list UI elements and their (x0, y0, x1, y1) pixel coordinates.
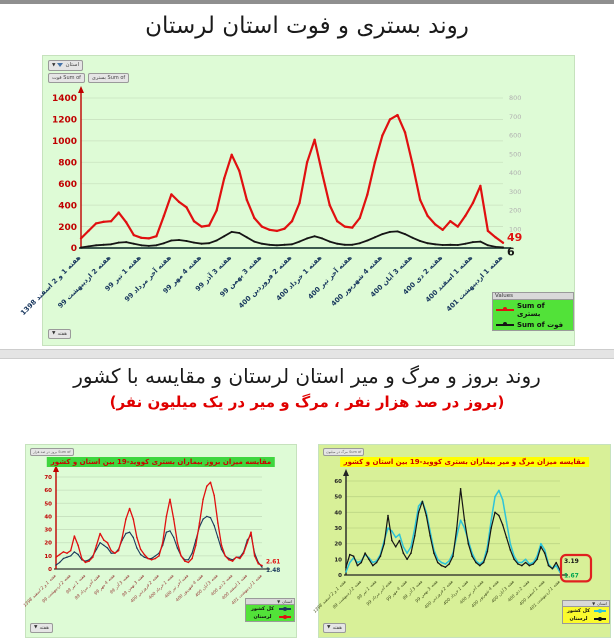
svg-text:1.48: 1.48 (266, 568, 280, 574)
svg-text:800: 800 (509, 94, 521, 102)
svg-text:10: 10 (44, 554, 52, 560)
svg-text:هفته 2 اردیبهشت 99: هفته 2 اردیبهشت 99 (56, 254, 112, 310)
svg-text:200: 200 (509, 207, 521, 215)
svg-text:1000: 1000 (52, 137, 77, 147)
svg-text:50: 50 (334, 495, 342, 501)
comparison-title: روند بروز و مرگ و میر استان لرستان و مقا… (73, 364, 541, 388)
hospitalization-deaths-chart-panel: 0 200 400 600 800 1000 1200 1400 100 200 300 400 500… (19, 55, 575, 346)
week-field-button[interactable]: هفته ▼ (323, 623, 346, 633)
svg-text:هفته 2 فروردین 400: هفته 2 فروردین 400 (237, 254, 293, 310)
chevron-down-icon: ▼ (52, 62, 56, 68)
svg-text:هفته 1 اسفند 400: هفته 1 اسفند 400 (221, 573, 250, 602)
svg-text:30: 30 (334, 526, 342, 532)
svg-text:300: 300 (509, 188, 521, 196)
incidence-chart-title: مقایسه میزان بروز بیماران بستری کووید-19… (46, 457, 276, 467)
svg-text:1400: 1400 (52, 94, 77, 104)
svg-text:40: 40 (334, 510, 342, 516)
svg-text:60: 60 (44, 488, 52, 494)
svg-text:49: 49 (507, 231, 522, 244)
svg-text:600: 600 (58, 180, 77, 190)
black-line-marker-icon (496, 322, 514, 326)
svg-text:10: 10 (334, 557, 342, 563)
svg-text:هفته 1 خرداد 400: هفته 1 خرداد 400 (147, 573, 175, 601)
svg-text:1.67: 1.67 (564, 572, 579, 579)
svg-text:0: 0 (48, 567, 52, 573)
page-title: روند بستری و فوت استان لرستان (145, 13, 469, 39)
incidence-legend-header: استان ▼ (246, 599, 294, 605)
legend-item-lorestan: لرستان (563, 615, 609, 623)
legend-item-lorestan: لرستان (246, 613, 294, 621)
svg-text:60: 60 (334, 479, 342, 485)
svg-text:هفته آخر مرداد 99: هفته آخر مرداد 99 (365, 578, 394, 607)
chevron-down-icon: ▼ (52, 331, 56, 337)
navy-line-marker-icon (279, 606, 291, 611)
mortality-chart-title: مقایسه میزان مرگ و میر بیماران بستری کوو… (339, 457, 590, 467)
svg-text:100: 100 (509, 225, 521, 233)
incidence-comparison-chart-panel: 0 10 20 30 40 50 60 70 هفته 1 و 2 اسفند 1398 هفته… (22, 444, 297, 638)
week-field-button[interactable]: هفته ▼ (30, 623, 53, 633)
svg-text:هفته 1 و 2 اسفند 1398: هفته 1 و 2 اسفند 1398 (19, 254, 83, 318)
svg-text:0: 0 (71, 244, 77, 254)
svg-text:40: 40 (44, 514, 52, 520)
province-filter-label: استان (65, 62, 79, 68)
province-filter-button[interactable]: استان ▼ (48, 60, 83, 71)
svg-text:800: 800 (58, 159, 77, 169)
mortality-comparison-chart-panel: 0 10 20 30 40 50 60 هفته 1 و 2 اسفند 1398 هفته 2… (312, 444, 611, 638)
svg-text:400: 400 (509, 169, 521, 177)
legend-item-deaths: Sum of فوت (493, 319, 573, 330)
svg-text:600: 600 (509, 132, 521, 140)
svg-text:20: 20 (334, 542, 342, 548)
svg-text:500: 500 (509, 150, 521, 158)
legend-item-hospitalized: Sum of بستری (493, 300, 573, 319)
incidence-field-button[interactable]: Sum of بروز در صد هزار (30, 448, 74, 457)
comparison-subtitle: (بروز در صد هزار نفر ، مرگ و میر در یک م… (109, 393, 505, 411)
svg-text:200: 200 (58, 223, 77, 233)
chevron-down-icon: ▼ (277, 599, 281, 604)
svg-text:0: 0 (338, 573, 342, 579)
red-line-marker-icon (496, 307, 514, 311)
filter-funnel-icon (57, 63, 64, 68)
sum-of-hospitalized-field-button[interactable]: Sum of بستری (87, 73, 130, 83)
svg-text:3.19: 3.19 (564, 558, 579, 565)
mortality-field-button[interactable]: Sum of مرگ در میلیون (323, 448, 365, 457)
svg-text:هفته 4 شهریور 400: هفته 4 شهریور 400 (330, 254, 384, 308)
svg-text:1200: 1200 (52, 116, 77, 126)
svg-text:400: 400 (58, 201, 77, 211)
chart1-legend[interactable]: Values Sum of بستری Sum of فوت (492, 292, 574, 331)
svg-text:هفته 1 اسفند 400: هفته 1 اسفند 400 (518, 579, 547, 608)
chevron-down-icon: ▼ (592, 601, 596, 606)
svg-text:6: 6 (507, 245, 515, 258)
svg-text:30: 30 (44, 528, 52, 534)
svg-text:هفته 4 شهریور 400: هفته 4 شهریور 400 (470, 579, 501, 610)
sum-of-deaths-field-button[interactable]: Sum of فوت (48, 73, 85, 83)
week-field-button[interactable]: هفته ▼ (48, 329, 71, 339)
svg-text:هفته 1 خرداد 400: هفته 1 خرداد 400 (442, 579, 470, 607)
pivot-field-row: Sum of فوت Sum of بستری (48, 73, 130, 83)
legend-item-country: کل کشور (246, 605, 294, 613)
incidence-legend[interactable]: استان ▼ کل کشور لرستان (245, 598, 295, 622)
legend-values-header: Values (493, 293, 573, 300)
svg-text:20: 20 (44, 541, 52, 547)
svg-text:2.61: 2.61 (266, 560, 280, 566)
svg-text:70: 70 (44, 475, 52, 481)
red-line-marker-icon (279, 614, 291, 619)
mortality-legend-header: استان ▼ (563, 601, 609, 607)
svg-text:50: 50 (44, 501, 52, 507)
legend-item-country: کل کشور (563, 607, 609, 615)
mortality-legend[interactable]: استان ▼ کل کشور لرستان (562, 600, 610, 624)
black-line-marker-icon (594, 616, 606, 621)
chevron-down-icon: ▼ (327, 625, 331, 631)
chevron-down-icon: ▼ (34, 625, 38, 631)
top-strip (0, 0, 614, 4)
svg-text:700: 700 (509, 113, 521, 121)
section-divider (0, 349, 614, 359)
cyan-line-marker-icon (594, 608, 606, 613)
